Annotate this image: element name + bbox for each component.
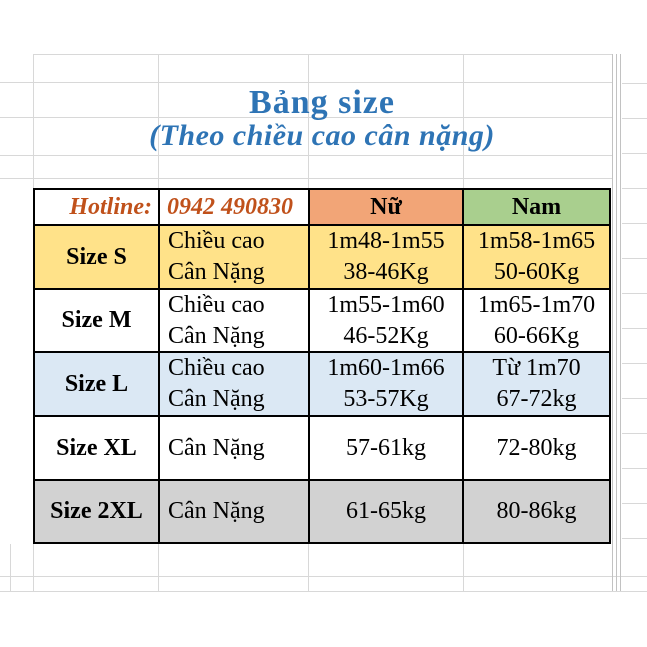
gridline-horizontal (622, 538, 647, 539)
gridline-horizontal (0, 155, 612, 156)
metric-line: Cân Nặng (168, 498, 265, 524)
gridline-horizontal (0, 82, 612, 83)
page-subtitle: (Theo chiều cao cân nặng) (149, 119, 495, 152)
value-line: 80-86kg (496, 498, 577, 524)
size-label: Size L (64, 370, 129, 397)
size-2xl-female-cell: 61-65kg (310, 481, 462, 542)
male-header-label: Nam (511, 194, 562, 220)
size-2xl-male-cell: 80-86kg (464, 481, 609, 542)
metric-line: Chiều cao (168, 355, 265, 381)
gridline-horizontal (622, 363, 647, 364)
page-title: Bảng size (249, 84, 395, 121)
metric-line: Cân Nặng (168, 259, 265, 285)
gridline-horizontal (622, 433, 647, 434)
hotline-label-cell: Hotline: (35, 190, 158, 224)
hotline-number-cell: 0942 490830 (160, 190, 308, 224)
size-label: Size S (66, 243, 127, 270)
gridline-horizontal (622, 503, 647, 504)
gridline-horizontal (0, 178, 612, 179)
value-line: 46-52Kg (343, 322, 429, 349)
gridline-horizontal (622, 398, 647, 399)
value-line: 50-60Kg (493, 259, 580, 285)
size-table: Hotline: 0942 490830 Nữ Nam Size S Chiều… (33, 188, 611, 544)
size-2xl-label-cell: Size 2XL (35, 481, 158, 542)
gridline-horizontal (33, 54, 612, 55)
size-l-female-cell: 1m60-1m66 53-57Kg (310, 353, 462, 415)
size-xl-metric-cell: Cân Nặng (160, 417, 308, 479)
value-line: Từ 1m70 (492, 355, 581, 381)
column-header-male: Nam (464, 190, 609, 224)
size-s-metric-cell: Chiều cao Cân Nặng (160, 226, 308, 288)
value-line: 61-65kg (346, 498, 426, 524)
value-line: 53-57Kg (343, 386, 429, 412)
female-header-label: Nữ (370, 194, 402, 220)
gridline-horizontal (622, 258, 647, 259)
metric-line: Chiều cao (168, 291, 265, 318)
hotline-number: 0942 490830 (167, 194, 293, 220)
value-line: 1m48-1m55 (327, 228, 445, 254)
size-2xl-metric-cell: Cân Nặng (160, 481, 308, 542)
gridline-horizontal (622, 118, 647, 119)
size-label: Size 2XL (50, 498, 143, 524)
hotline-label: Hotline: (69, 194, 152, 220)
value-line: 60-66Kg (493, 322, 580, 349)
size-label: Size M (61, 307, 132, 333)
gridline-horizontal (622, 293, 647, 294)
gridline-horizontal (0, 591, 647, 592)
metric-line: Cân Nặng (168, 386, 265, 412)
size-label: Size XL (56, 434, 137, 461)
column-header-female: Nữ (310, 190, 462, 224)
size-s-female-cell: 1m48-1m55 38-46Kg (310, 226, 462, 288)
gridline-horizontal (0, 576, 647, 577)
size-m-metric-cell: Chiều cao Cân Nặng (160, 290, 308, 351)
size-xl-male-cell: 72-80kg (464, 417, 609, 479)
value-line: 57-61kg (346, 434, 426, 461)
size-m-label-cell: Size M (35, 290, 158, 351)
pane-divider-line (620, 54, 621, 591)
gridline-horizontal (0, 117, 612, 118)
gridline-horizontal (622, 328, 647, 329)
value-line: 1m58-1m65 (477, 228, 596, 254)
size-s-male-cell: 1m58-1m65 50-60Kg (464, 226, 609, 288)
size-xl-label-cell: Size XL (35, 417, 158, 479)
value-line: 1m65-1m70 (477, 291, 596, 318)
metric-line: Cân Nặng (168, 322, 265, 349)
metric-line: Chiều cao (168, 228, 265, 254)
pane-divider-line (612, 54, 613, 591)
size-l-label-cell: Size L (35, 353, 158, 415)
gridline-horizontal (622, 188, 647, 189)
gridline-vertical (10, 544, 11, 591)
size-m-female-cell: 1m55-1m60 46-52Kg (310, 290, 462, 351)
size-s-label-cell: Size S (35, 226, 158, 288)
gridline-horizontal (622, 153, 647, 154)
gridline-horizontal (622, 83, 647, 84)
value-line: 1m60-1m66 (327, 355, 445, 381)
size-l-metric-cell: Chiều cao Cân Nặng (160, 353, 308, 415)
gridline-horizontal (622, 223, 647, 224)
value-line: 38-46Kg (343, 259, 429, 285)
metric-line: Cân Nặng (168, 434, 265, 461)
pane-divider-line (616, 54, 617, 591)
gridline-horizontal (622, 468, 647, 469)
size-xl-female-cell: 57-61kg (310, 417, 462, 479)
size-m-male-cell: 1m65-1m70 60-66Kg (464, 290, 609, 351)
value-line: 72-80kg (496, 434, 577, 461)
value-line: 67-72kg (496, 386, 577, 412)
value-line: 1m55-1m60 (327, 291, 445, 318)
size-l-male-cell: Từ 1m70 67-72kg (464, 353, 609, 415)
